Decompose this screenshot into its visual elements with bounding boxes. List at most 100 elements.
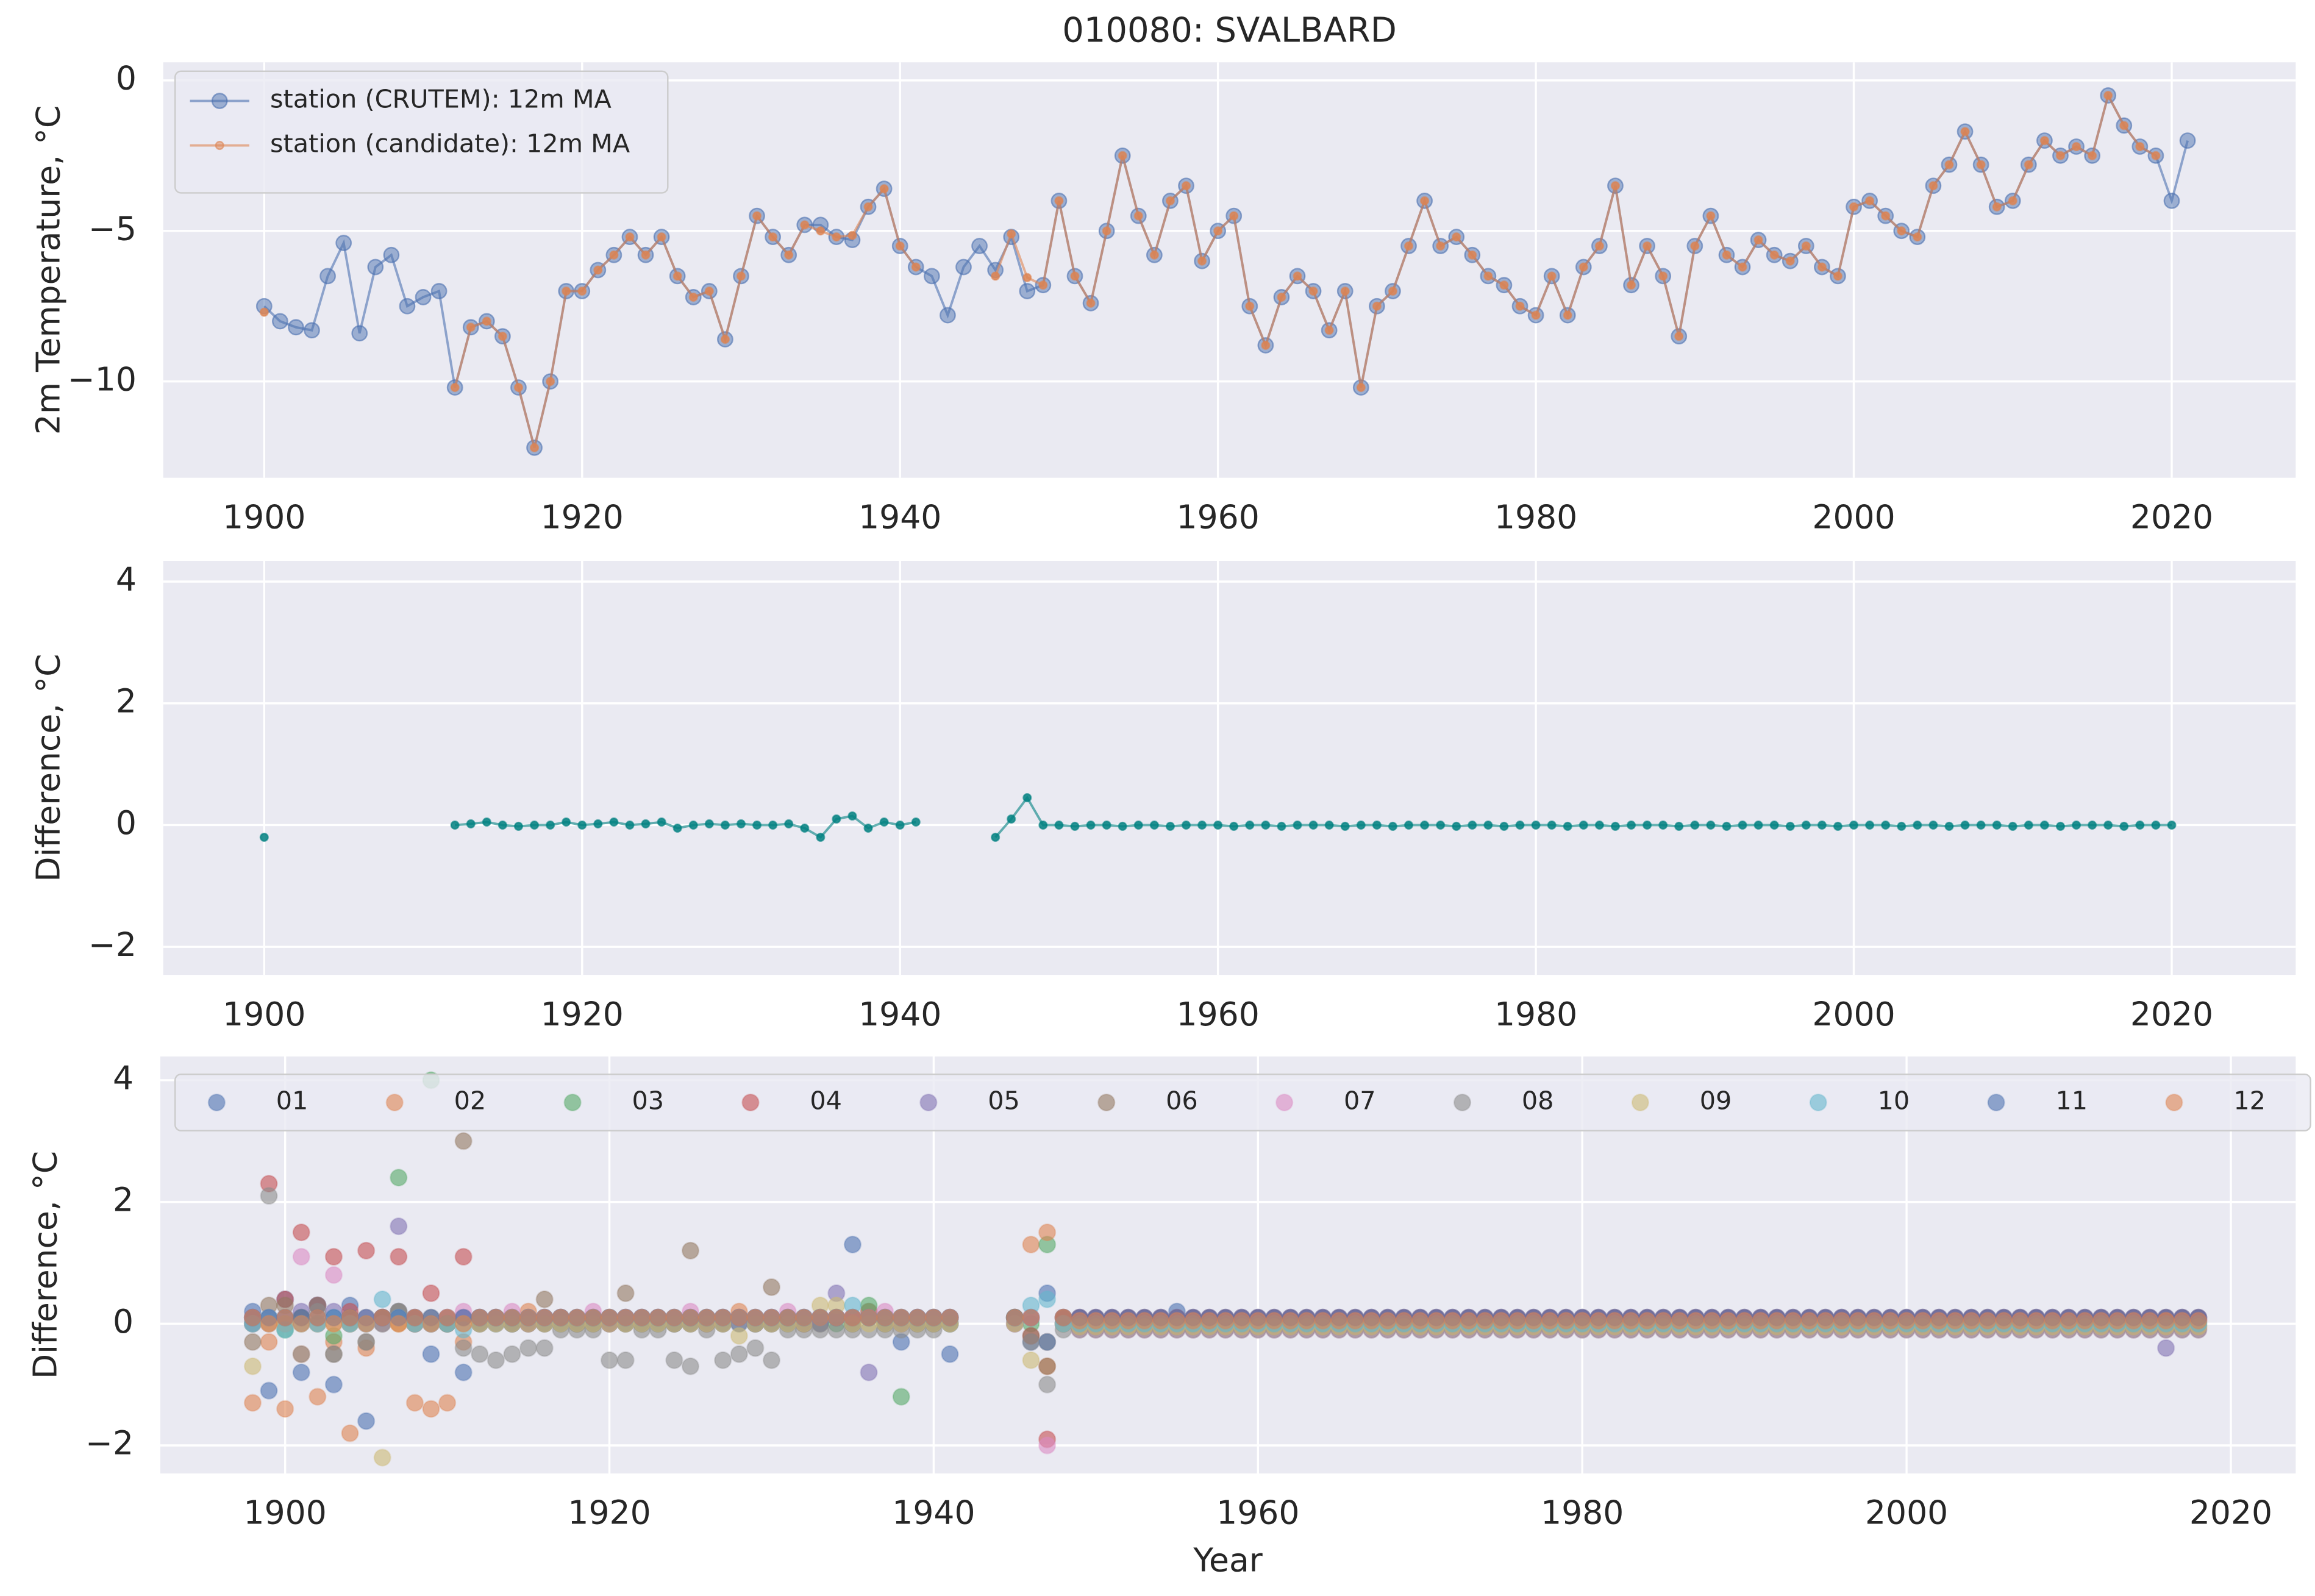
x-tick-label: 2000	[1812, 995, 1895, 1033]
series-marker	[1086, 298, 1096, 308]
scatter-point	[1671, 1311, 1689, 1330]
series-marker	[593, 819, 603, 829]
legend-label: 04	[810, 1086, 842, 1115]
series-marker	[1229, 821, 1239, 832]
series-marker	[2135, 820, 2145, 830]
series-marker	[430, 283, 448, 299]
scatter-point	[324, 1345, 343, 1363]
series-marker	[1769, 820, 1779, 830]
scatter-point	[1038, 1357, 1057, 1375]
y-axis-label: Difference, °C	[26, 1151, 65, 1379]
scatter-point	[2156, 1339, 2175, 1357]
series-marker	[2103, 91, 2113, 101]
series-marker	[2055, 821, 2066, 832]
series-marker	[1277, 292, 1286, 302]
legend-marker	[919, 1093, 938, 1112]
series-marker	[2119, 821, 2129, 832]
series-marker	[1277, 821, 1286, 832]
series-marker	[367, 258, 384, 276]
series-marker	[672, 271, 682, 281]
series-marker	[1388, 821, 1397, 832]
series-marker	[1070, 821, 1080, 832]
scatter-point	[1930, 1311, 1948, 1330]
series-marker	[641, 250, 651, 260]
scatter-point	[552, 1308, 570, 1327]
series-marker	[1960, 127, 1970, 137]
scatter-point	[487, 1308, 505, 1327]
series-marker	[625, 232, 635, 242]
scatter-point	[1135, 1311, 1154, 1330]
legend-marker	[211, 93, 228, 109]
series-marker	[1706, 211, 1716, 221]
y-tick-label: 0	[113, 1302, 134, 1341]
x-tick-label: 1940	[858, 995, 941, 1033]
scatter-point	[1086, 1311, 1105, 1330]
series-marker	[1547, 271, 1557, 281]
series-marker	[1563, 310, 1572, 320]
series-marker	[971, 238, 988, 254]
scatter-point	[1833, 1311, 1851, 1330]
y-tick-label: 2	[116, 682, 137, 720]
scatter-point	[1719, 1311, 1738, 1330]
series-marker	[1038, 820, 1048, 830]
y-tick-label: −10	[68, 360, 137, 398]
legend-box	[174, 70, 669, 194]
y-tick-label: 4	[113, 1059, 134, 1097]
series-marker	[466, 819, 476, 829]
series-marker	[1022, 273, 1032, 282]
series-marker	[1531, 820, 1541, 830]
series-marker	[2024, 820, 2033, 830]
scatter-point	[357, 1333, 376, 1351]
scatter-point	[746, 1339, 765, 1357]
series-marker	[2055, 151, 2066, 160]
series-marker	[529, 820, 540, 830]
y-tick-label: −2	[88, 925, 137, 964]
scatter-point	[422, 1314, 440, 1333]
scatter-point	[454, 1314, 473, 1333]
legend-label: 02	[454, 1086, 487, 1115]
series-marker	[847, 230, 857, 240]
series-marker	[399, 297, 416, 315]
series-marker	[1452, 821, 1461, 832]
series-marker	[832, 814, 841, 824]
scatter-point	[422, 1400, 440, 1418]
series-marker	[1245, 301, 1255, 311]
series-marker	[1324, 820, 1334, 830]
series-marker	[1054, 820, 1064, 830]
series-marker	[1817, 262, 1827, 272]
scatter-point	[843, 1308, 862, 1327]
series-marker	[1626, 280, 1636, 290]
legend-marker	[1097, 1093, 1116, 1112]
series-marker	[2072, 820, 2081, 830]
legend-marker	[1453, 1093, 1472, 1112]
scatter-point	[519, 1308, 538, 1327]
scatter-point	[746, 1308, 765, 1327]
legend-label: 11	[2055, 1086, 2088, 1115]
scatter-point	[568, 1308, 586, 1327]
scatter-point	[1297, 1311, 1316, 1330]
series-marker	[1356, 820, 1366, 830]
scatter-point	[1346, 1311, 1364, 1330]
scatter-point	[843, 1235, 862, 1254]
scatter-point	[292, 1223, 310, 1242]
scatter-point	[1589, 1311, 1608, 1330]
series-marker	[1086, 820, 1096, 830]
series-marker	[1785, 256, 1795, 266]
scatter-point	[1379, 1311, 1397, 1330]
scatter-point	[1427, 1311, 1446, 1330]
scatter-point	[2076, 1311, 2094, 1330]
series-marker	[1181, 181, 1191, 191]
series-marker	[1404, 820, 1414, 830]
scatter-point	[1492, 1311, 1510, 1330]
series-marker	[1578, 262, 1588, 272]
scatter-point	[260, 1314, 278, 1333]
series-marker	[1897, 226, 1907, 236]
scatter-point	[535, 1339, 554, 1357]
series-marker	[2008, 196, 2017, 205]
y-tick-label: 0	[116, 59, 137, 98]
scatter-point	[1686, 1311, 1705, 1330]
series-marker	[1436, 820, 1446, 830]
series-marker	[2135, 141, 2145, 152]
legend-label: 08	[1522, 1086, 1554, 1115]
